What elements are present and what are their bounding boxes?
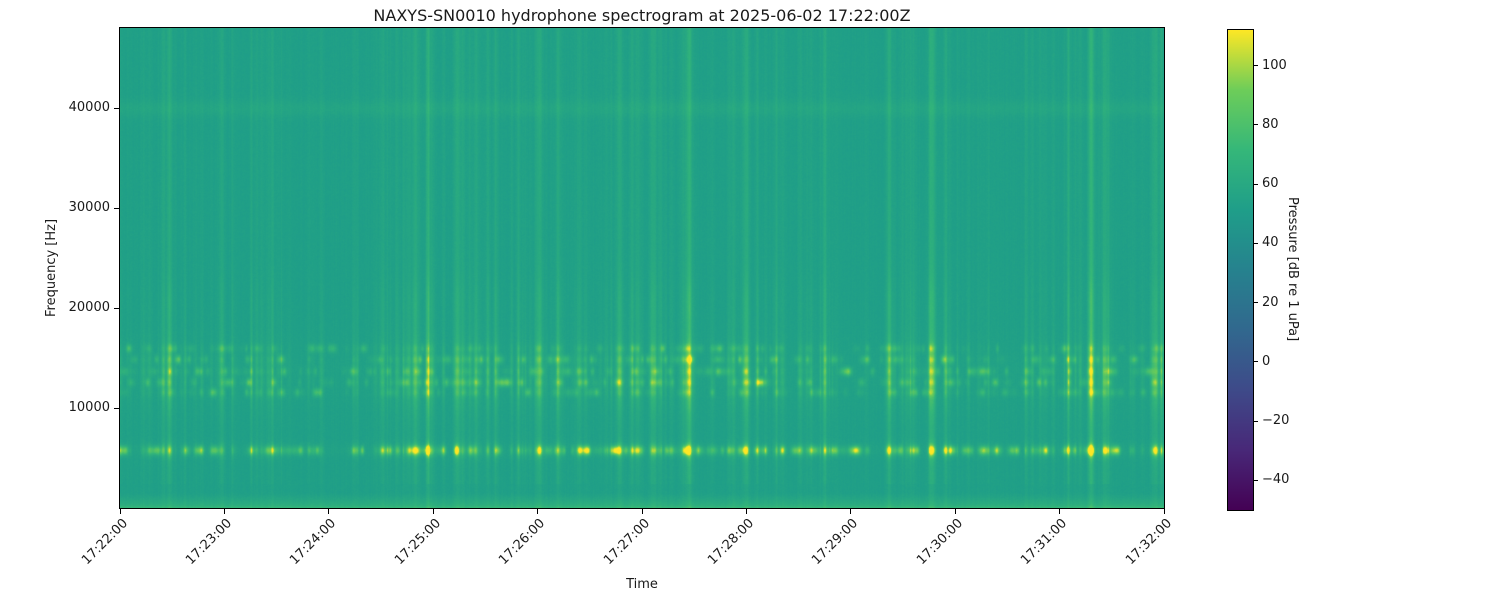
colorbar-tick-mark [1253,302,1258,304]
x-tick-mark [328,509,330,514]
x-tick-mark [954,509,956,514]
x-tick-mark [1059,509,1061,514]
x-tick-mark [432,509,434,514]
colorbar-tick-mark [1253,361,1258,363]
x-tick-mark [641,509,643,514]
colorbar-tick-label: 100 [1262,57,1287,73]
chart-title: NAXYS-SN0010 hydrophone spectrogram at 2… [373,6,911,25]
x-tick-label-text: 17:32:00 [1122,516,1175,568]
colorbar-tick-label: 0 [1262,353,1271,369]
colorbar-tick-label: 40 [1262,235,1279,251]
x-tick-mark [1163,509,1165,514]
colorbar-tick-mark [1253,183,1258,185]
y-tick-mark [114,407,119,409]
colorbar-tick-label: 80 [1262,116,1279,132]
colorbar-tick-mark [1253,420,1258,422]
spectrogram-canvas [120,28,1164,508]
y-tick-label: 20000 [68,300,110,315]
y-tick-mark [114,307,119,309]
colorbar-label: Pressure [dB re 1 uPa] [1285,196,1300,342]
y-tick-label: 30000 [68,200,110,215]
y-tick-label: 40000 [68,100,110,115]
x-tick-label-text: 17:27:00 [600,516,653,568]
x-tick-mark [119,509,121,514]
y-tick-mark [114,107,119,109]
y-tick-mark [114,207,119,209]
colorbar [1227,29,1254,511]
colorbar-tick-label: −40 [1262,472,1290,488]
colorbar-tick-label: 60 [1262,176,1279,192]
colorbar-tick-mark [1253,479,1258,481]
x-tick-mark [537,509,539,514]
x-tick-label-text: 17:29:00 [809,516,862,568]
colorbar-tick-label: 20 [1262,294,1279,310]
colorbar-gradient [1228,30,1253,510]
x-tick-label-text: 17:31:00 [1018,516,1071,568]
x-tick-label-text: 17:26:00 [496,516,549,568]
x-axis-label: Time [626,577,658,592]
x-tick-label-text: 17:28:00 [705,516,757,568]
colorbar-tick-mark [1253,65,1258,67]
x-tick-mark [223,509,225,514]
y-tick-label: 10000 [68,400,110,415]
x-tick-mark [850,509,852,514]
x-tick-mark [745,509,747,514]
x-tick-label-text: 17:25:00 [391,516,444,568]
spectrogram-plot-area [119,27,1165,509]
x-tick-label-text: 17:30:00 [913,516,966,568]
x-tick-label-text: 17:24:00 [287,516,340,568]
colorbar-tick-label: −20 [1262,413,1290,429]
colorbar-tick-mark [1253,124,1258,126]
colorbar-tick-mark [1253,242,1258,244]
x-tick-label-text: 17:23:00 [183,516,235,568]
x-tick-label-text: 17:22:00 [78,516,131,568]
